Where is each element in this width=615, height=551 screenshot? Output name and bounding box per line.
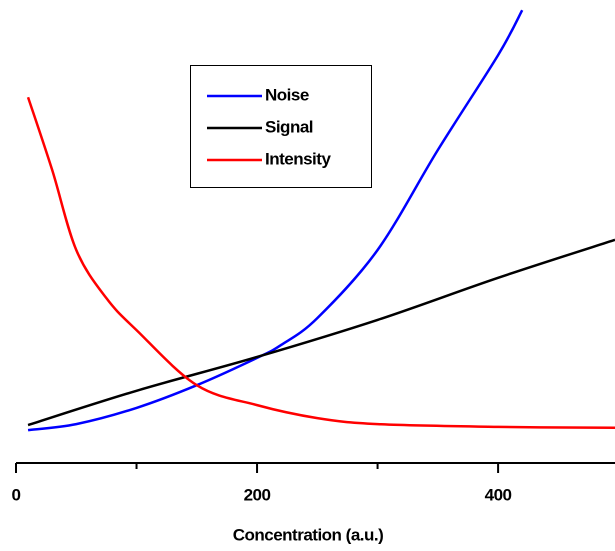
x-axis-label: Concentration (a.u.) <box>233 525 384 544</box>
x-tick-label: 0 <box>12 485 21 504</box>
line-series <box>27 238 615 427</box>
legend-label: Signal <box>265 117 313 136</box>
line-series <box>26 96 615 430</box>
legend-label: Intensity <box>265 149 331 168</box>
line-series <box>27 9 524 432</box>
x-tick-label: 400 <box>485 485 512 504</box>
x-tick-label: 200 <box>244 485 271 504</box>
legend: Noise Signal Intensity <box>190 65 372 188</box>
legend-label: Noise <box>265 85 309 104</box>
legend-box <box>190 65 372 188</box>
